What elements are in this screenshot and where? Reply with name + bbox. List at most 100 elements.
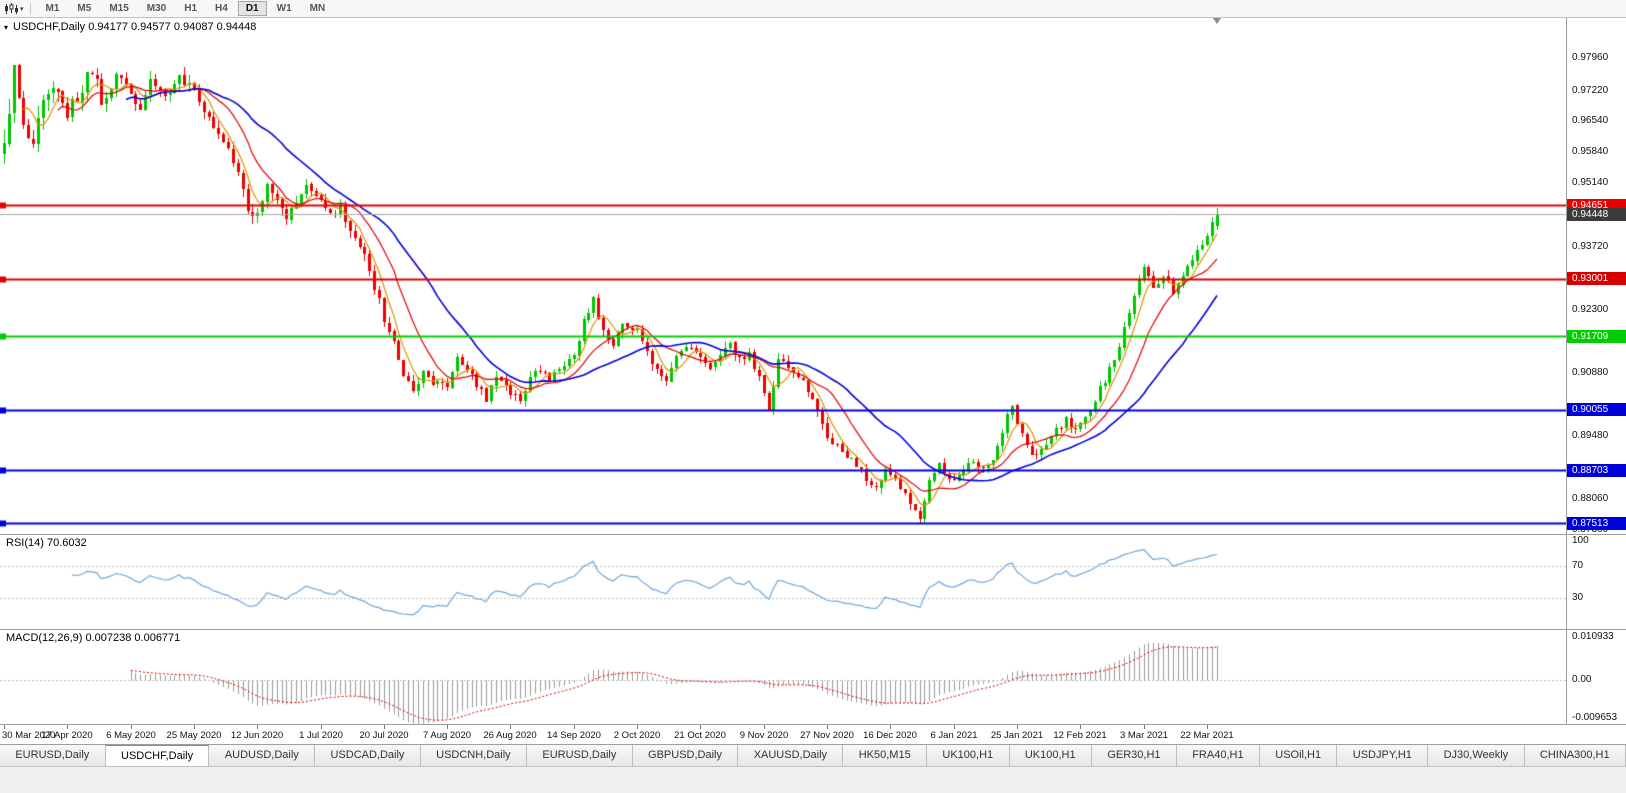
- rsi-axis-tick: 70: [1572, 559, 1584, 571]
- chart-tab-usoil-h1[interactable]: USOil,H1: [1259, 745, 1338, 766]
- timeframe-button-mn[interactable]: MN: [309, 3, 326, 14]
- chart-title-text: USDCHF,Daily 0.94177 0.94577 0.94087 0.9…: [13, 21, 257, 33]
- price-badge: 0.87513: [1567, 516, 1626, 530]
- date-axis-label: 17 Apr 2020: [41, 730, 93, 741]
- date-axis-label: 30 Mar 2020: [2, 730, 56, 741]
- chart-tab-ger30-h1[interactable]: GER30,H1: [1091, 745, 1177, 766]
- chart-toolbar: ▾ M1 M5 M15 M30 H1 H4 D1 W1 MN: [0, 0, 1626, 18]
- macd-axis-tick: -0.009653: [1572, 712, 1618, 723]
- date-axis-label: 3 Mar 2021: [1119, 730, 1169, 741]
- date-axis-tick: [1207, 725, 1208, 729]
- chart-tab-audusd-daily[interactable]: AUDUSD,Daily: [209, 745, 316, 766]
- chart-type-dropdown-icon[interactable]: ▾: [20, 5, 24, 13]
- chart-title: ▾ USDCHF,Daily 0.94177 0.94577 0.94087 0…: [4, 21, 256, 33]
- macd-axis[interactable]: 0.010933 0.00 -0.009653: [1566, 630, 1626, 724]
- date-axis-label: 6 Jan 2021: [930, 730, 978, 741]
- date-axis-label: 21 Oct 2020: [674, 730, 726, 741]
- date-axis-label: 9 Nov 2020: [739, 730, 789, 741]
- macd-axis-tick: 0.010933: [1572, 631, 1614, 642]
- timeframe-button-h4[interactable]: H4: [215, 3, 228, 14]
- chart-tab-usdchf-daily[interactable]: USDCHF,Daily: [105, 745, 210, 766]
- rsi-label: RSI(14) 70.6032: [6, 537, 87, 549]
- chart-type-icon[interactable]: [4, 2, 18, 15]
- timeframe-button-m15[interactable]: M15: [109, 3, 129, 14]
- timeframe-button-m30[interactable]: M30: [146, 3, 167, 14]
- rsi-axis-tick: 100: [1572, 535, 1589, 546]
- rsi-axis[interactable]: 100 70 30: [1566, 535, 1626, 629]
- date-axis-label: 1 Jul 2020: [299, 730, 343, 741]
- price-axis-tick: 0.93720: [1572, 240, 1609, 252]
- date-axis-tick: [4, 725, 5, 729]
- timeframe-button-w1[interactable]: W1: [276, 3, 292, 14]
- date-axis-tick: [384, 725, 385, 729]
- date-axis-label: 12 Jun 2020: [230, 730, 284, 741]
- chart-tab-uk100-h1[interactable]: UK100,H1: [927, 745, 1010, 766]
- price-axis-tick: 0.97960: [1572, 51, 1609, 63]
- chart-tab-usdjpy-h1[interactable]: USDJPY,H1: [1337, 745, 1429, 766]
- chart-tab-gbpusd-daily[interactable]: GBPUSD,Daily: [632, 745, 739, 766]
- chart-tab-usdcad-daily[interactable]: USDCAD,Daily: [315, 745, 421, 766]
- chart-tab-china300-h1[interactable]: CHINA300,H1: [1524, 745, 1626, 766]
- chart-tab-dj30-weekly[interactable]: DJ30,Weekly: [1428, 745, 1525, 766]
- date-axis-label: 25 Jan 2021: [990, 730, 1044, 741]
- chart-tab-fra40-h1[interactable]: FRA40,H1: [1176, 745, 1260, 766]
- collapse-icon[interactable]: ▾: [4, 22, 9, 32]
- date-axis-label: 2 Oct 2020: [613, 730, 661, 741]
- date-axis-label: 16 Dec 2020: [863, 730, 917, 741]
- chart-tab-uk100-h1[interactable]: UK100,H1: [1009, 745, 1092, 766]
- candlestick-chart-canvas[interactable]: [0, 18, 1566, 534]
- date-axis-tick: [257, 725, 258, 729]
- date-axis-tick: [700, 725, 701, 729]
- date-axis-tick: [510, 725, 511, 729]
- rsi-axis-tick: 30: [1572, 592, 1584, 604]
- timeframe-buttons: M1 M5 M15 M30 H1 H4 D1 W1 MN: [38, 1, 334, 16]
- date-axis-tick: [447, 725, 448, 729]
- timeframe-button-h1[interactable]: H1: [184, 3, 198, 14]
- date-axis-label: 7 Aug 2020: [422, 730, 472, 741]
- price-badge: 0.91709: [1567, 329, 1626, 343]
- price-axis-tick: 0.95840: [1572, 146, 1609, 158]
- price-axis-tick: 0.90880: [1572, 367, 1609, 379]
- date-axis-tick: [194, 725, 195, 729]
- main-chart-pane: ▾ USDCHF,Daily 0.94177 0.94577 0.94087 0…: [0, 18, 1626, 535]
- date-axis-label: 12 Feb 2021: [1053, 730, 1107, 741]
- price-badge: 0.94448: [1567, 207, 1626, 221]
- chart-tab-xauusd-daily[interactable]: XAUUSD,Daily: [738, 745, 844, 766]
- date-axis-label: 26 Aug 2020: [483, 730, 537, 741]
- price-axis-tick: 0.89480: [1572, 429, 1609, 441]
- date-axis-tick: [1144, 725, 1145, 729]
- price-axis-tick: 0.97220: [1572, 84, 1609, 96]
- date-axis-tick: [637, 725, 638, 729]
- price-axis[interactable]: 0.97960 0.97220 0.96540 0.95840 0.95140 0.937…: [1566, 18, 1626, 535]
- timeframe-button-m1[interactable]: M1: [45, 3, 60, 14]
- timeframe-button-d1[interactable]: D1: [237, 1, 267, 16]
- chart-tab-eurusd-daily[interactable]: EURUSD,Daily: [527, 745, 633, 766]
- price-badge: 0.93001: [1567, 272, 1626, 286]
- date-axis-tick: [890, 725, 891, 729]
- date-axis-tick: [67, 725, 68, 729]
- chart-tab-hk50-m15[interactable]: HK50,M15: [843, 745, 928, 766]
- date-axis-label: 20 Jul 2020: [359, 730, 409, 741]
- date-axis-tick: [1017, 725, 1018, 729]
- chart-tabs: EURUSD,Daily USDCHF,Daily AUDUSD,Daily USDC…: [0, 745, 1626, 767]
- chart-shift-marker[interactable]: [1213, 18, 1221, 24]
- price-badge: 0.90055: [1567, 403, 1626, 417]
- macd-canvas[interactable]: [0, 630, 1566, 724]
- date-axis-tick: [131, 725, 132, 729]
- date-axis-tick: [764, 725, 765, 729]
- date-axis-tick: [1080, 725, 1081, 729]
- bottom-filler: [0, 767, 1626, 793]
- date-axis-tick: [954, 725, 955, 729]
- price-axis-tick: 0.96540: [1572, 114, 1609, 126]
- chart-tab-usdcnh-daily[interactable]: USDCNH,Daily: [420, 745, 528, 766]
- timeframe-button-m5[interactable]: M5: [77, 3, 92, 14]
- price-axis-tick: 0.95140: [1572, 177, 1609, 189]
- date-axis-tick: [827, 725, 828, 729]
- macd-axis-tick: 0.00: [1572, 674, 1592, 686]
- chart-tab-eurusd-daily[interactable]: EURUSD,Daily: [0, 745, 106, 766]
- macd-pane: MACD(12,26,9) 0.007238 0.006771 0.010933…: [0, 630, 1626, 725]
- price-badge: 0.88703: [1567, 463, 1626, 477]
- date-axis[interactable]: 30 Mar 2020 17 Apr 2020 6 May 2020 25 May 2…: [0, 725, 1626, 745]
- rsi-canvas[interactable]: [0, 535, 1566, 629]
